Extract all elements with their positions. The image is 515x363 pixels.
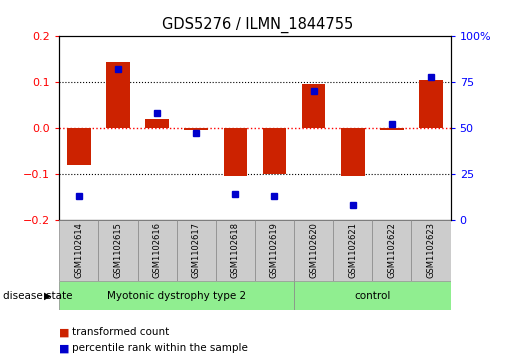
Bar: [411, 220, 451, 281]
Bar: [341, 128, 365, 176]
Text: ▶: ▶: [44, 291, 52, 301]
Text: GSM1102615: GSM1102615: [113, 223, 123, 278]
Text: GSM1102616: GSM1102616: [152, 223, 162, 278]
Bar: [106, 61, 130, 128]
Bar: [294, 281, 451, 310]
Bar: [216, 220, 255, 281]
Text: ■: ■: [59, 343, 70, 354]
Bar: [419, 80, 443, 128]
Bar: [302, 85, 325, 128]
Text: percentile rank within the sample: percentile rank within the sample: [72, 343, 248, 354]
Text: GSM1102623: GSM1102623: [426, 223, 436, 278]
Text: disease state: disease state: [3, 291, 72, 301]
Bar: [224, 128, 247, 176]
Bar: [255, 220, 294, 281]
Bar: [184, 128, 208, 130]
Bar: [380, 128, 404, 130]
Text: GSM1102621: GSM1102621: [348, 223, 357, 278]
Bar: [98, 220, 138, 281]
Bar: [59, 220, 98, 281]
Bar: [177, 220, 216, 281]
Bar: [263, 128, 286, 174]
Bar: [372, 220, 411, 281]
Bar: [67, 128, 91, 165]
Text: GDS5276 / ILMN_1844755: GDS5276 / ILMN_1844755: [162, 16, 353, 33]
Text: ■: ■: [59, 327, 70, 337]
Text: GSM1102619: GSM1102619: [270, 223, 279, 278]
Bar: [333, 220, 372, 281]
Bar: [138, 220, 177, 281]
Text: transformed count: transformed count: [72, 327, 169, 337]
Text: GSM1102620: GSM1102620: [309, 223, 318, 278]
Bar: [59, 281, 294, 310]
Bar: [145, 119, 169, 128]
Text: GSM1102622: GSM1102622: [387, 223, 397, 278]
Text: GSM1102617: GSM1102617: [192, 223, 201, 278]
Text: GSM1102614: GSM1102614: [74, 223, 83, 278]
Text: GSM1102618: GSM1102618: [231, 223, 240, 278]
Bar: [294, 220, 333, 281]
Text: control: control: [354, 291, 390, 301]
Text: Myotonic dystrophy type 2: Myotonic dystrophy type 2: [107, 291, 246, 301]
